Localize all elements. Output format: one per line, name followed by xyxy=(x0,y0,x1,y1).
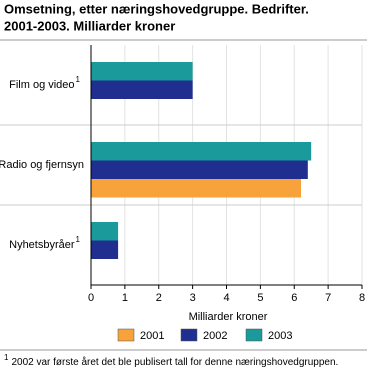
category-note: 1 xyxy=(76,75,81,84)
bar xyxy=(91,240,119,259)
footnote: 1 2002 var første året det ble publisert … xyxy=(4,353,338,368)
legend-swatch xyxy=(180,328,198,342)
x-axis-title: Milliarder kroner xyxy=(189,311,268,323)
x-tick-label: 0 xyxy=(88,292,94,304)
legend-swatch xyxy=(117,328,135,342)
bar xyxy=(91,80,193,99)
legend-swatch xyxy=(245,328,263,342)
x-tick-label: 6 xyxy=(291,292,297,304)
category-name: Film og video xyxy=(9,79,74,91)
y-tick-label: Radio og fjernsyn xyxy=(0,159,84,171)
y-tick-label: Nyhetsbyråer1 xyxy=(9,235,80,251)
bar xyxy=(91,62,193,81)
x-tick-label: 7 xyxy=(325,292,331,304)
bar xyxy=(91,160,308,179)
bar xyxy=(91,179,302,198)
legend-label: 2003 xyxy=(268,330,292,342)
x-tick-label: 2 xyxy=(156,292,162,304)
x-tick-label: 3 xyxy=(190,292,196,304)
legend-label: 2002 xyxy=(203,330,227,342)
chart-subtitle: 2001-2003. Milliarder kroner xyxy=(4,18,175,33)
chart-title: Omsetning, etter næringshovedgruppe. Bed… xyxy=(4,1,309,16)
category-name: Radio og fjernsyn xyxy=(0,159,84,171)
x-tick-label: 4 xyxy=(223,292,229,304)
y-tick-label: Film og video1 xyxy=(9,75,80,91)
footnote-text: 2002 var første året det ble publisert t… xyxy=(11,356,338,368)
bar xyxy=(91,142,312,161)
category-note: 1 xyxy=(76,235,81,244)
x-tick-label: 1 xyxy=(122,292,128,304)
x-tick-label: 8 xyxy=(359,292,365,304)
x-tick-label: 5 xyxy=(257,292,263,304)
footnote-marker: 1 xyxy=(4,353,9,362)
category-name: Nyhetsbyråer xyxy=(9,239,75,251)
legend-label: 2001 xyxy=(140,330,164,342)
bar xyxy=(91,222,119,241)
